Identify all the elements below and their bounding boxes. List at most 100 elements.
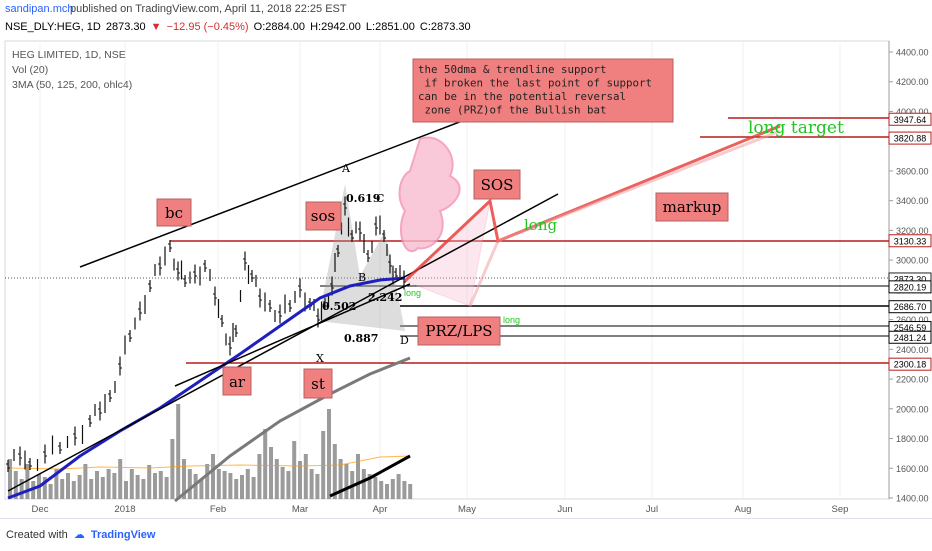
svg-text:st: st <box>311 375 325 393</box>
volume-bar <box>89 479 94 499</box>
x-tick-label: Dec <box>32 504 49 514</box>
volume-bar <box>361 469 366 499</box>
lower-trendline <box>7 193 559 492</box>
close-value: C:2873.30 <box>419 21 471 33</box>
price-change: −12.95 (−0.45%) <box>166 21 249 33</box>
point-a-label: A <box>341 162 351 175</box>
volume-bar <box>42 477 47 499</box>
volume-bar <box>141 479 146 499</box>
volume-bar <box>118 459 123 499</box>
long-label-prz: long <box>503 315 520 325</box>
price-bars <box>6 196 406 472</box>
volume-bar <box>257 454 262 499</box>
volume-bar <box>205 464 210 499</box>
volume-bar <box>327 409 331 499</box>
volume-bar <box>269 447 273 499</box>
volume-bars <box>8 404 413 499</box>
long-label-small: long <box>404 288 421 298</box>
volume-bar <box>309 469 314 499</box>
price-label: 3130.33 <box>888 234 932 248</box>
created-with-label: Created with <box>6 529 68 541</box>
volume-bar <box>124 481 128 499</box>
volume-bar <box>54 469 59 499</box>
svg-text:bc: bc <box>165 204 183 222</box>
price-label: 2481.24 <box>888 330 932 344</box>
x-tick-label: 2018 <box>114 504 135 514</box>
author-link[interactable]: sandipan.mch <box>5 3 74 15</box>
y-tick-label: 3200.00 <box>896 226 929 236</box>
ma50-line <box>7 276 406 500</box>
long-target-label: long target <box>748 118 844 138</box>
sos-upper-annotation: SOS <box>473 169 521 200</box>
x-tick-label: Mar <box>292 504 308 514</box>
volume-bar <box>112 473 117 499</box>
footer: Created with ☁ TradingView <box>0 518 932 551</box>
volume-bar <box>338 459 343 499</box>
svg-text:2481.24: 2481.24 <box>894 333 927 343</box>
note-text: the 50dma & trendline support if broken … <box>418 63 652 117</box>
volume-bar <box>153 473 157 499</box>
svg-text:2546.59: 2546.59 <box>894 323 927 333</box>
symbol-name: NSE_DLY:HEG, 1D <box>5 21 101 33</box>
svg-text:2820.19: 2820.19 <box>894 282 927 292</box>
sos-annotation: sos <box>305 201 342 231</box>
volume-bar <box>83 464 88 499</box>
y-tick-label: 2600.00 <box>896 315 929 325</box>
price-label: 3820.88 <box>888 131 932 145</box>
volume-bar <box>245 469 250 499</box>
volume-bar <box>95 471 99 499</box>
ratio-0-502: 0.502 <box>322 300 356 313</box>
volume-bar <box>182 459 186 499</box>
time-axis: Dec 2018 Feb Mar Apr May Jun Jul Aug Sep <box>32 504 849 515</box>
volume-bar <box>13 471 18 499</box>
chart-area[interactable]: 1400.00 1600.00 1800.00 2000.00 2200.00 2400.… <box>0 36 932 515</box>
projected-path-alt <box>468 129 781 307</box>
price-chart[interactable]: 1400.00 1600.00 1800.00 2000.00 2200.00 2400.… <box>0 36 932 515</box>
publish-header: sandipan.mch published on TradingView.co… <box>0 0 932 18</box>
volume-bar <box>396 474 401 499</box>
down-arrow-icon: ▼ <box>150 21 162 33</box>
tradingview-link[interactable]: TradingView <box>90 529 156 541</box>
volume-bar <box>274 459 279 499</box>
volume-bar <box>176 404 181 499</box>
volume-bar <box>292 441 297 499</box>
open-value: O:2884.00 <box>253 21 306 33</box>
y-tick-label: 2400.00 <box>896 345 929 355</box>
volume-bar <box>19 479 24 499</box>
y-tick-label: 1600.00 <box>896 464 929 474</box>
prz-lps-annotation: PRZ/LPS <box>417 316 501 346</box>
y-tick-label: 4000.00 <box>896 107 929 117</box>
low-value: L:2851.00 <box>365 21 415 33</box>
y-tick-label: 4200.00 <box>896 77 929 87</box>
x-tick-label: Feb <box>210 504 226 514</box>
volume-bar <box>199 479 204 499</box>
price-label: 3947.64 <box>888 112 932 126</box>
y-tick-label: 3600.00 <box>896 166 929 176</box>
x-tick-label: Jul <box>646 504 658 514</box>
volume-bar <box>216 469 221 499</box>
svg-text:PRZ/LPS: PRZ/LPS <box>425 322 492 340</box>
price-label: 2820.19 <box>888 280 932 294</box>
ma125-line <box>329 454 411 498</box>
bc-annotation: bc <box>156 198 192 227</box>
volume-bar <box>280 467 285 499</box>
y-tick-label: 1800.00 <box>896 434 929 444</box>
volume-bar <box>286 471 291 499</box>
svg-text:2873.30: 2873.30 <box>894 274 927 284</box>
volume-bar <box>367 474 372 499</box>
legend-title: HEG LIMITED, 1D, NSE <box>12 49 126 61</box>
volume-bar <box>263 429 268 499</box>
volume-bar <box>315 474 320 499</box>
markup-annotation: markup <box>655 192 729 222</box>
volume-bar <box>379 481 384 499</box>
price-label: 2686.70 <box>888 300 932 314</box>
volume-bar <box>170 439 175 499</box>
svg-text:3130.33: 3130.33 <box>894 236 927 246</box>
svg-text:SOS: SOS <box>481 176 514 194</box>
price-label: 2546.59 <box>888 321 932 335</box>
volume-bar <box>66 473 70 499</box>
publish-info: published on TradingView.com, April 11, … <box>70 3 347 15</box>
x-tick-label: Sep <box>832 504 849 514</box>
volume-bar <box>356 454 360 499</box>
